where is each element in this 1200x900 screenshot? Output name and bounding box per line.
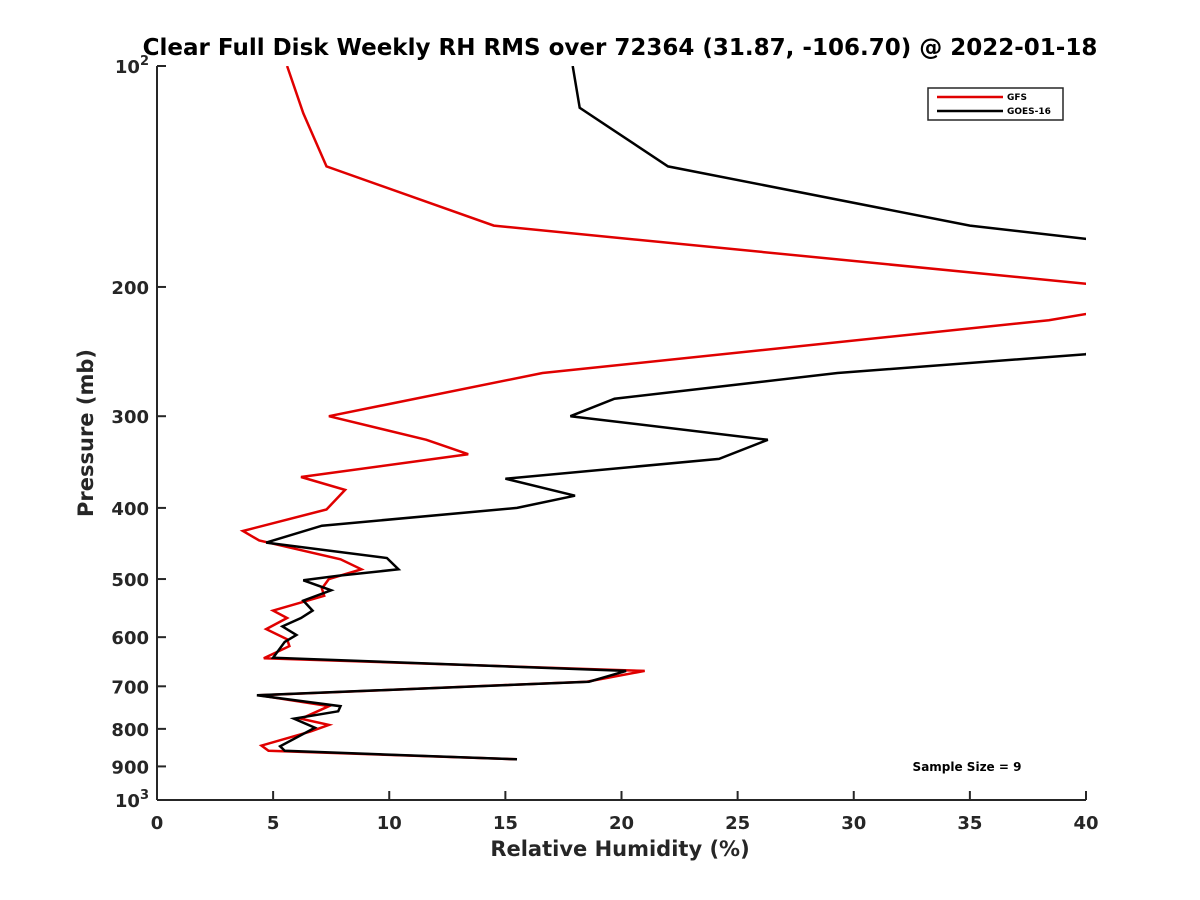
y-tick-label: 500 bbox=[111, 570, 149, 591]
axes bbox=[156, 66, 1086, 801]
y-tick-label: 900 bbox=[111, 757, 149, 778]
legend-box bbox=[927, 87, 1064, 121]
chart-title: Clear Full Disk Weekly RH RMS over 72364… bbox=[143, 35, 1098, 61]
legend: GFS GOES-16 bbox=[927, 87, 1064, 121]
sample-size-annotation: Sample Size = 9 bbox=[913, 760, 1022, 774]
legend-label-goes-16: GOES-16 bbox=[1007, 107, 1051, 117]
x-tick-label: 5 bbox=[267, 813, 280, 834]
x-tick-label: 10 bbox=[377, 813, 402, 834]
y-tick-label: 200 bbox=[111, 278, 149, 299]
y-tick-label: 103 bbox=[115, 788, 149, 812]
x-tick-label: 35 bbox=[957, 813, 982, 834]
x-tick-label: 20 bbox=[609, 813, 634, 834]
y-tick-label: 600 bbox=[111, 628, 149, 649]
x-tick-label: 40 bbox=[1073, 813, 1098, 834]
y-tick-label: 800 bbox=[111, 720, 149, 741]
y-ticks: 102 200 300 400 500 600 700 800 900 103 bbox=[111, 54, 166, 812]
x-tick-label: 15 bbox=[493, 813, 518, 834]
x-ticks: 0 5 10 15 20 25 30 35 40 bbox=[151, 791, 1099, 834]
y-tick-label: 300 bbox=[111, 407, 149, 428]
y-tick-label: 400 bbox=[111, 499, 149, 520]
y-tick-label: 700 bbox=[111, 677, 149, 698]
x-axis-label: Relative Humidity (%) bbox=[490, 837, 749, 861]
y-axis-label: Pressure (mb) bbox=[74, 349, 98, 517]
series-line-goes-16 bbox=[256, 66, 1086, 761]
y-tick-label: 102 bbox=[115, 54, 149, 78]
series-line-gfs bbox=[239, 66, 1086, 761]
x-tick-label: 25 bbox=[725, 813, 750, 834]
x-tick-label: 30 bbox=[841, 813, 866, 834]
legend-label-gfs: GFS bbox=[1007, 93, 1027, 103]
x-tick-label: 0 bbox=[151, 813, 164, 834]
series-layer bbox=[239, 66, 1086, 761]
